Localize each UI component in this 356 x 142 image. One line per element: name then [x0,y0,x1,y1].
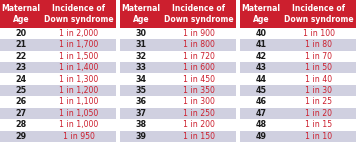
FancyBboxPatch shape [120,108,236,119]
FancyBboxPatch shape [120,131,236,142]
Text: 40: 40 [256,29,267,38]
Text: 1 in 350: 1 in 350 [183,86,215,95]
FancyBboxPatch shape [240,119,356,131]
FancyBboxPatch shape [0,73,116,85]
FancyBboxPatch shape [0,96,116,108]
Text: 1 in 100: 1 in 100 [303,29,335,38]
Text: 35: 35 [135,86,146,95]
FancyBboxPatch shape [240,96,356,108]
Text: 1 in 2,000: 1 in 2,000 [59,29,98,38]
Text: 37: 37 [135,109,146,118]
Text: 1 in 1,300: 1 in 1,300 [59,75,98,84]
FancyBboxPatch shape [0,39,116,51]
Text: 1 in 950: 1 in 950 [63,132,95,141]
Text: 1 in 25: 1 in 25 [305,98,333,106]
Text: Incidence of
Down syndrome: Incidence of Down syndrome [44,4,114,24]
FancyBboxPatch shape [120,96,236,108]
Text: 38: 38 [135,120,147,129]
Text: 43: 43 [256,63,267,72]
FancyBboxPatch shape [120,39,236,51]
Text: 1 in 250: 1 in 250 [183,109,215,118]
FancyBboxPatch shape [240,0,356,28]
Text: 27: 27 [15,109,26,118]
Text: 1 in 30: 1 in 30 [305,86,333,95]
FancyBboxPatch shape [120,62,236,73]
Text: 30: 30 [135,29,146,38]
Text: 41: 41 [256,40,267,49]
Text: 39: 39 [135,132,146,141]
Text: Maternal
Age: Maternal Age [241,4,281,24]
FancyBboxPatch shape [240,28,356,39]
Text: 25: 25 [15,86,26,95]
Text: Incidence of
Down syndrome: Incidence of Down syndrome [284,4,354,24]
Text: 45: 45 [256,86,267,95]
Text: 1 in 1,400: 1 in 1,400 [59,63,99,72]
Text: 1 in 20: 1 in 20 [305,109,333,118]
Text: 24: 24 [15,75,26,84]
Text: 46: 46 [256,98,267,106]
FancyBboxPatch shape [0,51,116,62]
FancyBboxPatch shape [120,51,236,62]
Text: 28: 28 [15,120,26,129]
Text: 42: 42 [256,52,267,61]
Text: 44: 44 [256,75,267,84]
Text: 1 in 10: 1 in 10 [305,132,333,141]
Text: 31: 31 [135,40,146,49]
FancyBboxPatch shape [0,62,116,73]
Text: 1 in 15: 1 in 15 [305,120,333,129]
FancyBboxPatch shape [240,39,356,51]
Text: 1 in 300: 1 in 300 [183,98,215,106]
Text: 32: 32 [135,52,147,61]
FancyBboxPatch shape [240,131,356,142]
Text: 36: 36 [135,98,146,106]
Text: 1 in 1,700: 1 in 1,700 [59,40,98,49]
Text: 1 in 600: 1 in 600 [183,63,215,72]
FancyBboxPatch shape [120,28,236,39]
FancyBboxPatch shape [240,73,356,85]
Text: 1 in 200: 1 in 200 [183,120,215,129]
FancyBboxPatch shape [240,51,356,62]
Text: 49: 49 [256,132,267,141]
Text: Maternal
Age: Maternal Age [121,4,161,24]
Text: 1 in 80: 1 in 80 [305,40,333,49]
FancyBboxPatch shape [0,85,116,96]
Text: 1 in 1,050: 1 in 1,050 [59,109,98,118]
Text: 1 in 800: 1 in 800 [183,40,215,49]
Text: 48: 48 [256,120,267,129]
FancyBboxPatch shape [120,0,236,28]
Text: Incidence of
Down syndrome: Incidence of Down syndrome [164,4,234,24]
Text: 1 in 1,500: 1 in 1,500 [59,52,98,61]
FancyBboxPatch shape [120,85,236,96]
FancyBboxPatch shape [0,108,116,119]
Text: 22: 22 [15,52,26,61]
Text: 1 in 1,200: 1 in 1,200 [59,86,98,95]
FancyBboxPatch shape [240,62,356,73]
Text: 29: 29 [15,132,26,141]
Text: 47: 47 [256,109,267,118]
FancyBboxPatch shape [120,73,236,85]
Text: 1 in 150: 1 in 150 [183,132,215,141]
Text: 1 in 900: 1 in 900 [183,29,215,38]
Text: 1 in 70: 1 in 70 [305,52,333,61]
Text: Maternal
Age: Maternal Age [1,4,40,24]
Text: 34: 34 [135,75,146,84]
Text: 26: 26 [15,98,26,106]
Text: 1 in 720: 1 in 720 [183,52,215,61]
FancyBboxPatch shape [240,108,356,119]
Text: 1 in 50: 1 in 50 [305,63,333,72]
Text: 1 in 1,100: 1 in 1,100 [59,98,99,106]
FancyBboxPatch shape [0,28,116,39]
Text: 21: 21 [15,40,26,49]
Text: 20: 20 [15,29,26,38]
FancyBboxPatch shape [0,131,116,142]
Text: 23: 23 [15,63,26,72]
FancyBboxPatch shape [0,0,116,28]
Text: 1 in 1,000: 1 in 1,000 [59,120,98,129]
FancyBboxPatch shape [240,85,356,96]
Text: 33: 33 [135,63,146,72]
FancyBboxPatch shape [0,119,116,131]
FancyBboxPatch shape [120,119,236,131]
Text: 1 in 40: 1 in 40 [305,75,333,84]
Text: 1 in 450: 1 in 450 [183,75,215,84]
